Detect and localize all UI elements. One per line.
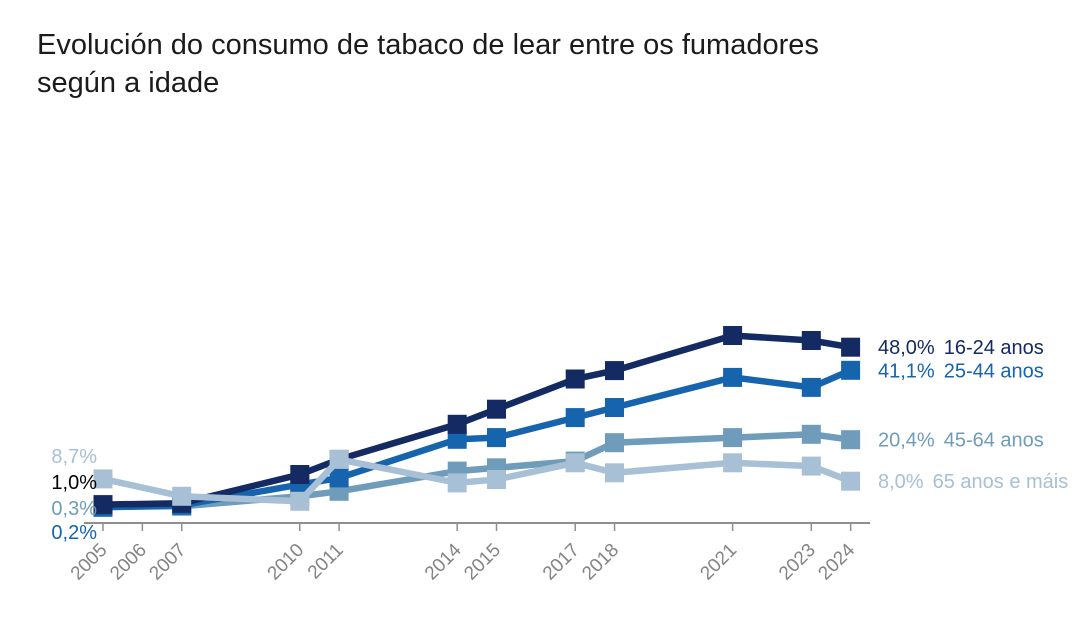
series-start-label-25-44-anos: 0,2% bbox=[51, 522, 97, 544]
data-point-25-44-anos bbox=[605, 398, 624, 417]
data-point-16-24-anos bbox=[93, 495, 113, 515]
x-axis-tick-label: 2024 bbox=[814, 539, 859, 584]
x-axis-tick-label: 2021 bbox=[696, 540, 741, 585]
x-axis-tick-label: 2023 bbox=[775, 540, 820, 585]
data-point-65-anos-e-m-is bbox=[841, 471, 861, 491]
data-point-16-24-anos bbox=[290, 465, 310, 484]
x-axis-tick-label: 2006 bbox=[106, 540, 151, 585]
x-axis-tick-label: 2014 bbox=[421, 539, 466, 584]
data-point-16-24-anos bbox=[801, 331, 821, 350]
data-point-16-24-anos bbox=[723, 326, 743, 345]
series-start-label-16-24-anos: 1,0% bbox=[51, 472, 97, 494]
series-end-label-16-24-anos: 48,0% 16-24 anos bbox=[878, 337, 1044, 359]
data-point-25-44-anos bbox=[841, 360, 861, 380]
data-point-65-anos-e-m-is bbox=[605, 463, 624, 483]
series-end-label-25-44-anos: 41,1% 25-44 anos bbox=[878, 360, 1044, 382]
data-point-45-64-anos bbox=[605, 433, 624, 453]
x-axis-tick-label: 2005 bbox=[67, 540, 112, 585]
data-point-65-anos-e-m-is bbox=[329, 449, 349, 469]
series-start-label-65-anos-e-m-is: 8,7% bbox=[51, 446, 97, 468]
data-point-45-64-anos bbox=[841, 430, 861, 450]
x-axis-tick-label: 2010 bbox=[264, 540, 309, 585]
data-point-16-24-anos bbox=[565, 369, 585, 389]
x-axis-tick-label: 2017 bbox=[539, 540, 584, 585]
data-point-16-24-anos bbox=[487, 399, 506, 419]
series-end-label-45-64-anos: 20,4% 45-64 anos bbox=[878, 430, 1044, 452]
data-point-45-64-anos bbox=[801, 424, 821, 444]
series-end-label-65-anos-e-m-is: 8,0% 65 anos e máis bbox=[878, 471, 1068, 493]
data-point-25-44-anos bbox=[447, 429, 467, 449]
data-point-16-24-anos bbox=[447, 414, 467, 434]
data-point-25-44-anos bbox=[487, 428, 506, 448]
x-axis-tick-label: 2018 bbox=[578, 540, 623, 585]
series-start-label-45-64-anos: 0,3% bbox=[51, 498, 97, 520]
chart-title-line2: según a idade bbox=[37, 66, 220, 99]
data-point-65-anos-e-m-is bbox=[290, 491, 310, 511]
data-point-25-44-anos bbox=[329, 468, 349, 488]
chart-title-line1: Evolución do consumo de tabaco de lear e… bbox=[37, 29, 819, 61]
x-axis-tick-label: 2015 bbox=[460, 540, 505, 585]
data-point-25-44-anos bbox=[723, 367, 743, 387]
data-point-25-44-anos bbox=[801, 377, 821, 397]
chart-title: Evolución do consumo de tabaco de lear e… bbox=[37, 27, 819, 102]
data-point-16-24-anos bbox=[841, 337, 861, 357]
data-point-65-anos-e-m-is bbox=[93, 469, 113, 489]
data-point-65-anos-e-m-is bbox=[801, 456, 821, 476]
data-point-25-44-anos bbox=[565, 408, 585, 428]
data-point-65-anos-e-m-is bbox=[172, 486, 192, 506]
data-point-45-64-anos bbox=[723, 428, 743, 448]
data-point-65-anos-e-m-is bbox=[565, 453, 585, 473]
data-point-65-anos-e-m-is bbox=[487, 470, 506, 489]
data-point-65-anos-e-m-is bbox=[723, 453, 743, 473]
data-point-65-anos-e-m-is bbox=[447, 473, 467, 493]
x-axis-tick-label: 2011 bbox=[304, 540, 348, 584]
x-axis-tick-label: 2007 bbox=[145, 540, 190, 585]
data-point-16-24-anos bbox=[605, 361, 624, 381]
